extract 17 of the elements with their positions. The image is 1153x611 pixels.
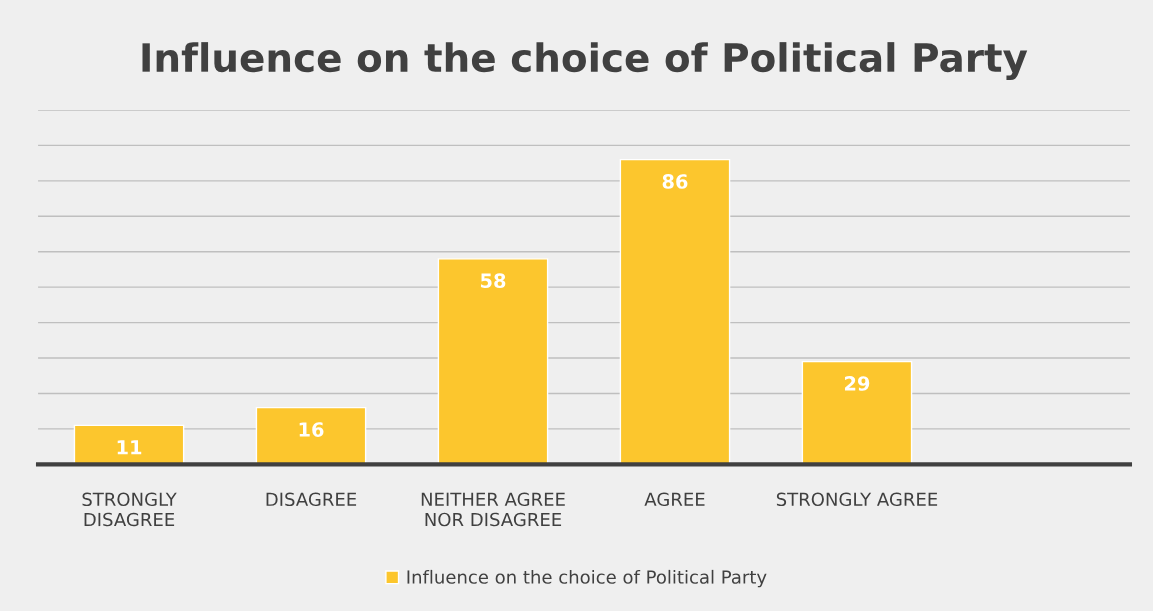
bar — [619, 158, 731, 465]
x-tick-label: AGREE — [644, 492, 705, 507]
x-tick-label: STRONGLY AGREE — [776, 492, 938, 507]
chart-title: Influence on the choice of Political Party — [142, 42, 1028, 81]
x-tick-label: STRONGLY DISAGREE — [82, 492, 177, 527]
bar — [73, 424, 185, 465]
bar — [255, 406, 367, 465]
bar — [801, 360, 913, 465]
data-label: 16 — [299, 422, 324, 437]
data-label: 11 — [117, 440, 142, 455]
x-tick-label: DISAGREE — [266, 492, 357, 507]
data-label: 86 — [662, 174, 688, 189]
legend-label: Influence on the choice of Political Party — [407, 569, 767, 588]
x-tick-label: NEITHER AGREE NOR DISAGREE — [421, 492, 565, 527]
data-label: 58 — [480, 273, 506, 289]
bar — [437, 258, 549, 465]
data-label: 29 — [844, 376, 870, 391]
